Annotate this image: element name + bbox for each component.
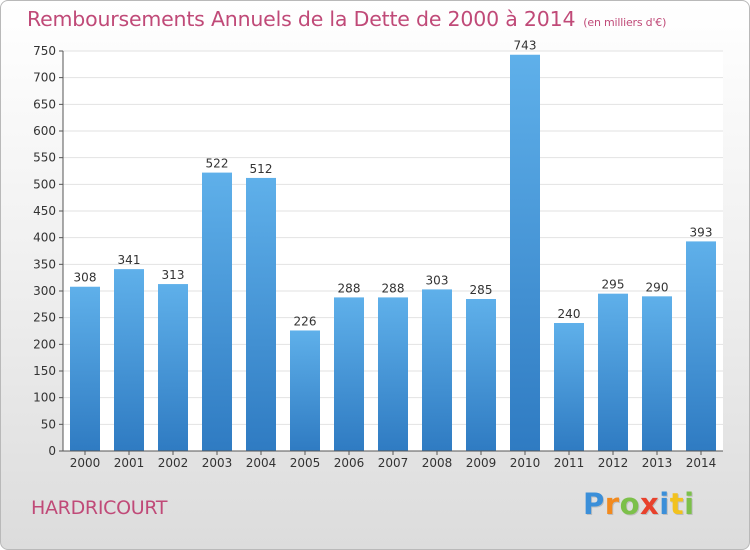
unit-label: (en milliers d'€) [583, 16, 667, 29]
data-label: 295 [602, 278, 625, 292]
data-label: 290 [646, 280, 669, 294]
x-tick-label: 2008 [422, 456, 453, 470]
y-tick-label: 550 [33, 151, 56, 165]
x-tick-label: 2006 [334, 456, 365, 470]
bar [554, 323, 584, 451]
bar [510, 54, 540, 451]
data-labels: 308 341 313 522 512 226 288 288 303 285 743 240 295 2… [74, 39, 713, 329]
y-tick-label: 450 [33, 204, 56, 218]
bar [246, 177, 276, 451]
bar [290, 330, 320, 451]
x-tick-label: 2000 [70, 456, 101, 470]
y-tick-label: 650 [33, 97, 56, 111]
chart-title: Remboursements Annuels de la Dette de 20… [27, 7, 666, 31]
data-label: 522 [206, 157, 229, 171]
bar [114, 269, 144, 451]
data-label: 393 [690, 225, 713, 239]
data-label: 285 [470, 283, 493, 297]
place-name: HARDRICOURT [31, 497, 168, 519]
data-label: 288 [382, 281, 405, 295]
logo-letter: i [684, 487, 695, 521]
x-tick-label: 2011 [554, 456, 585, 470]
proxiti-logo: Proxiti [583, 487, 695, 521]
axes: 0 50 100 150 200 250 300 350 400 450 500 550 600 650 7… [33, 44, 723, 470]
title-text: Remboursements Annuels de la Dette de 20… [27, 7, 576, 31]
y-tick-label: 100 [33, 391, 56, 405]
data-label: 313 [162, 268, 185, 282]
bar [466, 299, 496, 451]
data-label: 226 [294, 314, 317, 328]
x-tick-label: 2010 [510, 456, 541, 470]
bar [334, 297, 364, 451]
x-tick-label: 2007 [378, 456, 409, 470]
logo-letter: o [619, 487, 641, 521]
x-tick-label: 2013 [642, 456, 673, 470]
y-tick-label: 400 [33, 231, 56, 245]
data-label: 743 [514, 39, 537, 53]
bar [642, 296, 672, 451]
y-tick-label: 150 [33, 364, 56, 378]
x-tick-label: 2005 [290, 456, 321, 470]
y-tick-label: 750 [33, 44, 56, 58]
x-tick-label: 2014 [686, 456, 717, 470]
data-label: 240 [558, 307, 581, 321]
y-tick-label: 200 [33, 337, 56, 351]
y-tick-label: 0 [48, 444, 56, 458]
x-tick-label: 2002 [158, 456, 189, 470]
bar [158, 284, 188, 451]
logo-letter: x [640, 487, 660, 521]
bar [70, 286, 100, 451]
bar [598, 293, 628, 451]
y-tick-label: 700 [33, 71, 56, 85]
data-label: 341 [118, 253, 141, 267]
logo-letter: P [583, 487, 605, 521]
y-tick-label: 500 [33, 177, 56, 191]
logo-letter: r [604, 487, 620, 521]
bar [422, 289, 452, 451]
data-label: 308 [74, 271, 97, 285]
data-label: 512 [250, 162, 273, 176]
bar [378, 297, 408, 451]
logo-letter: i [659, 487, 670, 521]
y-tick-label: 250 [33, 311, 56, 325]
bar [686, 241, 716, 451]
y-tick-label: 50 [41, 417, 56, 431]
y-tick-label: 350 [33, 257, 56, 271]
x-tick-label: 2001 [114, 456, 145, 470]
x-tick-label: 2012 [598, 456, 629, 470]
x-tick-label: 2003 [202, 456, 233, 470]
data-label: 288 [338, 281, 361, 295]
y-tick-label: 300 [33, 284, 56, 298]
bars [70, 54, 716, 451]
y-tick-label: 600 [33, 124, 56, 138]
x-tick-label: 2004 [246, 456, 277, 470]
data-label: 303 [426, 273, 449, 287]
logo-letter: t [669, 487, 685, 521]
x-tick-label: 2009 [466, 456, 497, 470]
bar [202, 172, 232, 451]
